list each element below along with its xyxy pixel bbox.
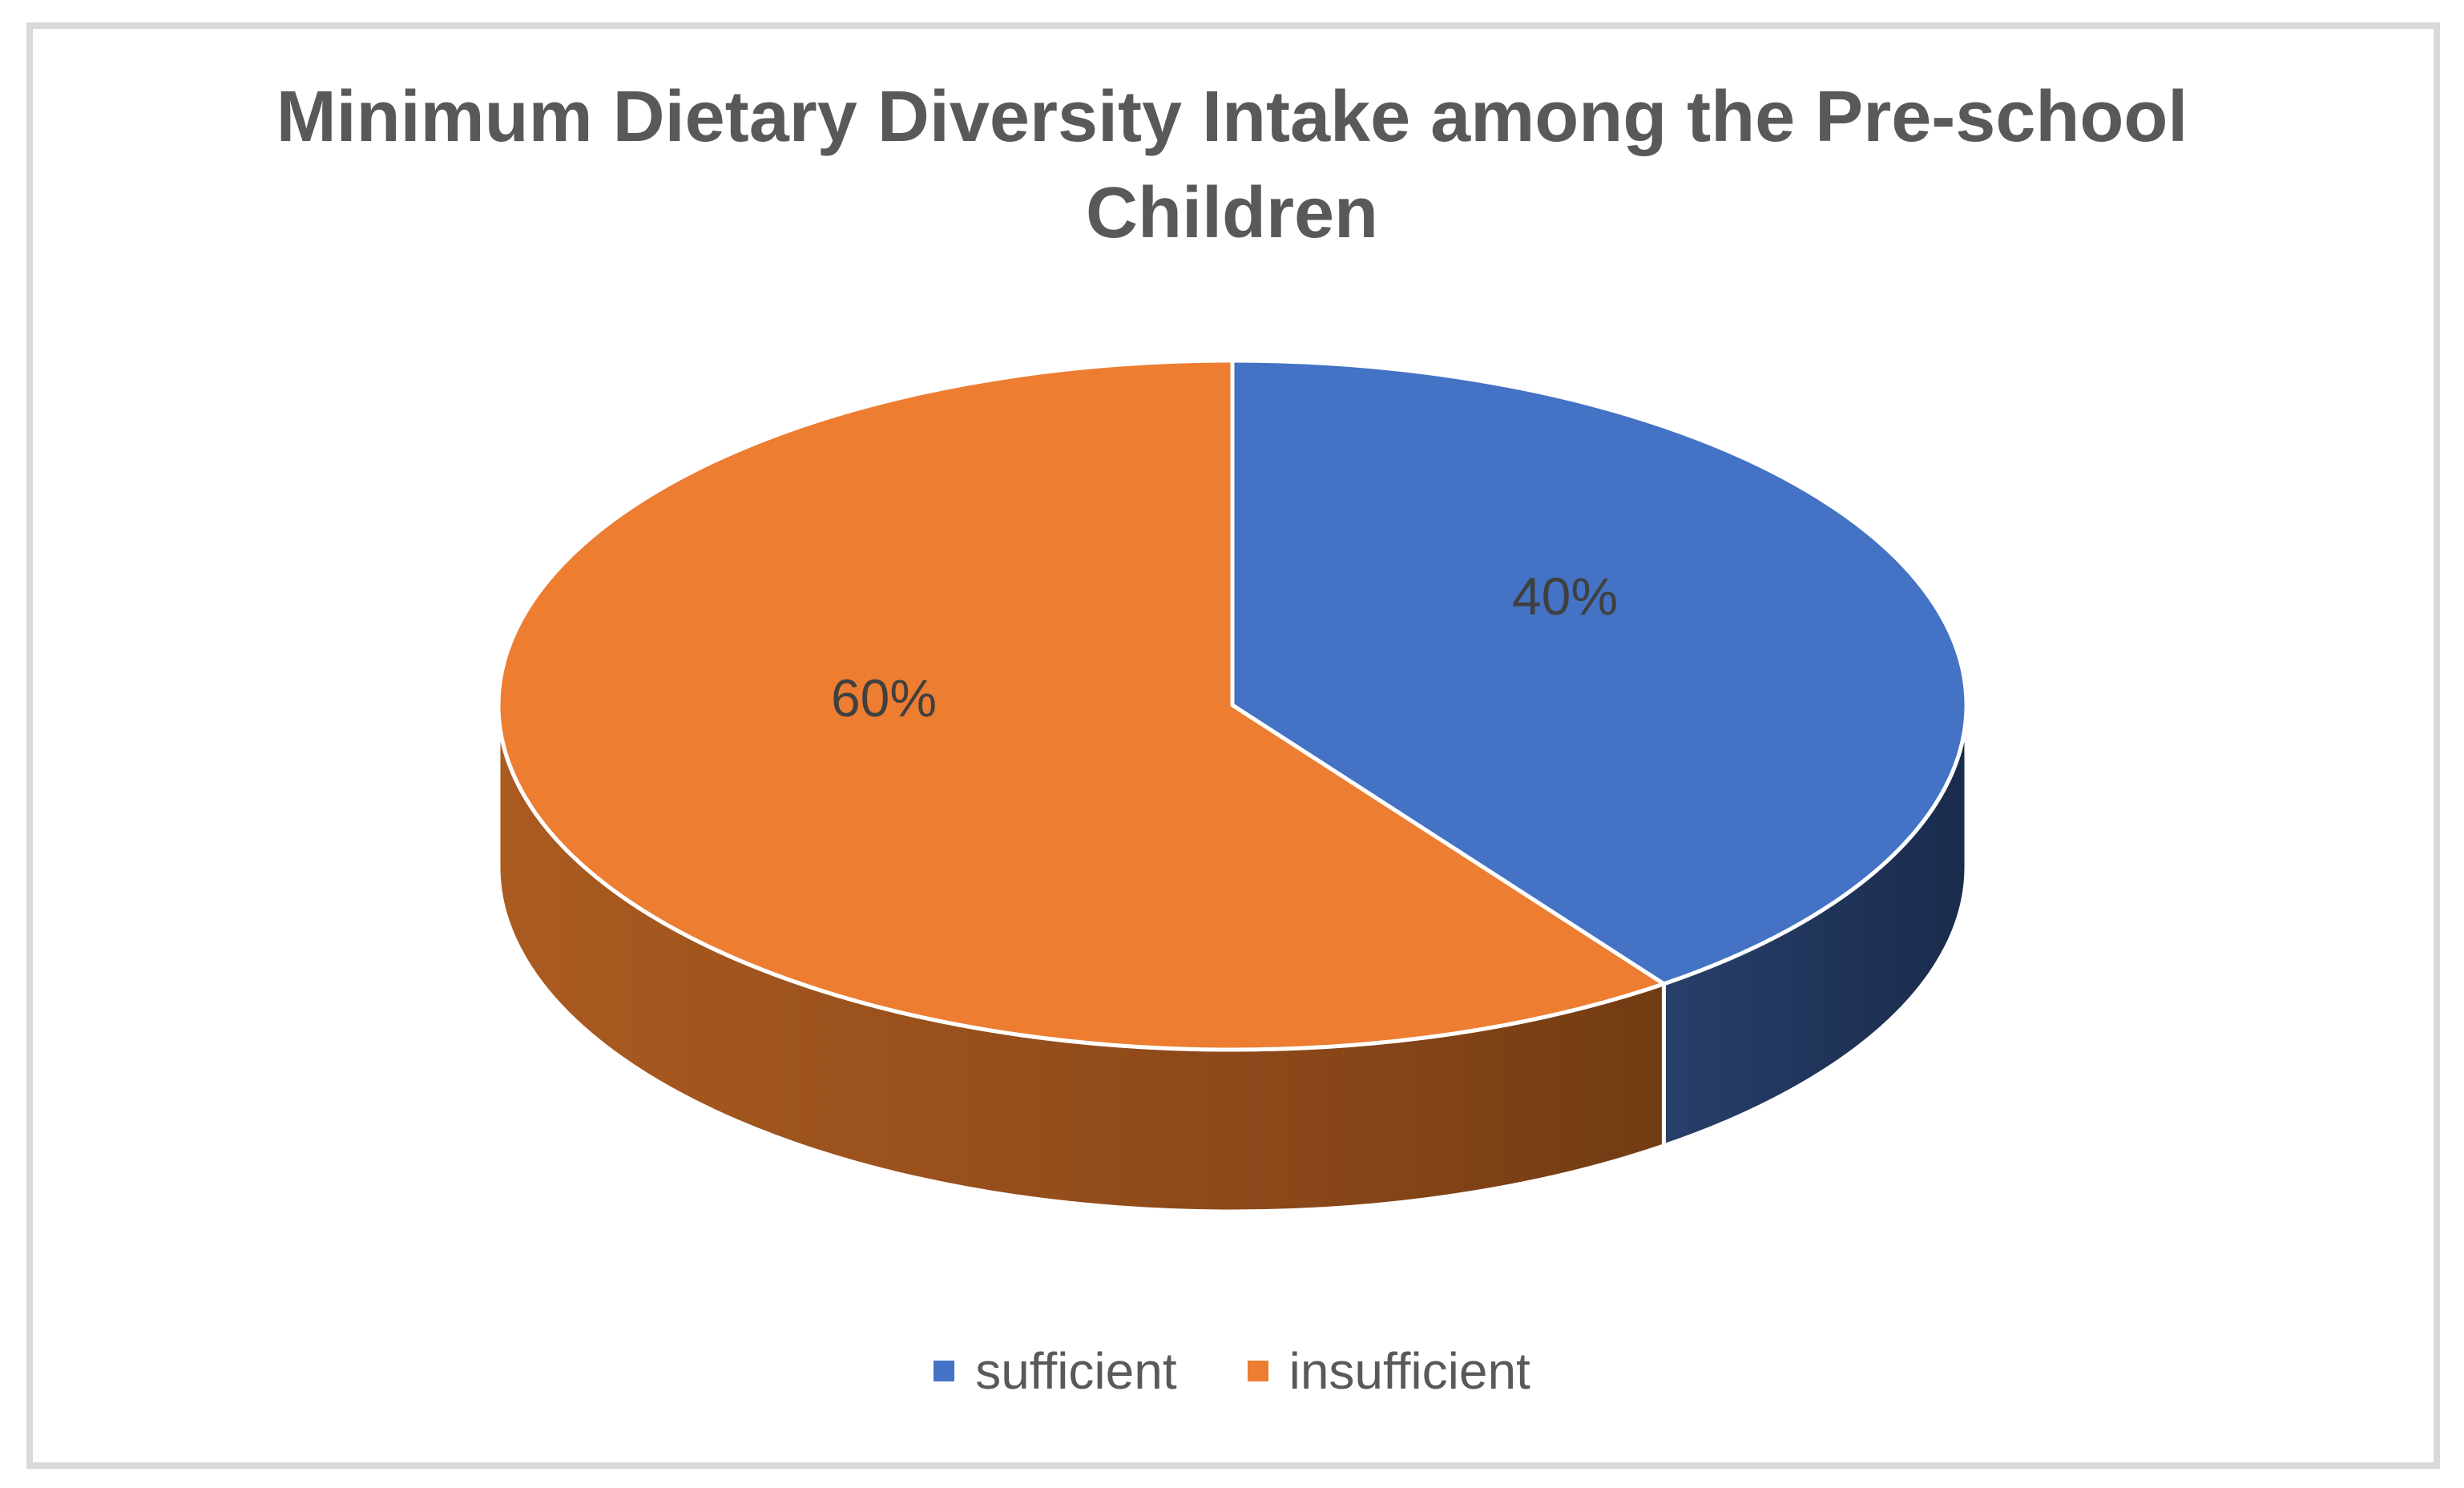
pie-data-label-insufficient: 60% [830,668,938,728]
pie-slice-sufficient [1230,358,1969,986]
pie-slice-insufficient [496,358,1666,1052]
chart-title: Minimum Dietary Diversity Intake among t… [0,69,2464,261]
chart-title-line-2: Children [1085,173,1378,253]
legend-label-insufficient: insufficient [1288,1342,1530,1400]
chart-title-line-1: Minimum Dietary Diversity Intake among t… [276,77,2188,157]
legend-item-insufficient: insufficient [1247,1335,1530,1407]
legend-label-sufficient: sufficient [975,1342,1177,1400]
pie-data-label-sufficient: 40% [1511,567,1619,626]
legend-marker-sufficient-icon [934,1361,955,1381]
legend-item-sufficient: sufficient [934,1335,1177,1407]
chart-legend: sufficient insufficient [0,1335,2464,1407]
legend-marker-insufficient-icon [1247,1361,1268,1381]
